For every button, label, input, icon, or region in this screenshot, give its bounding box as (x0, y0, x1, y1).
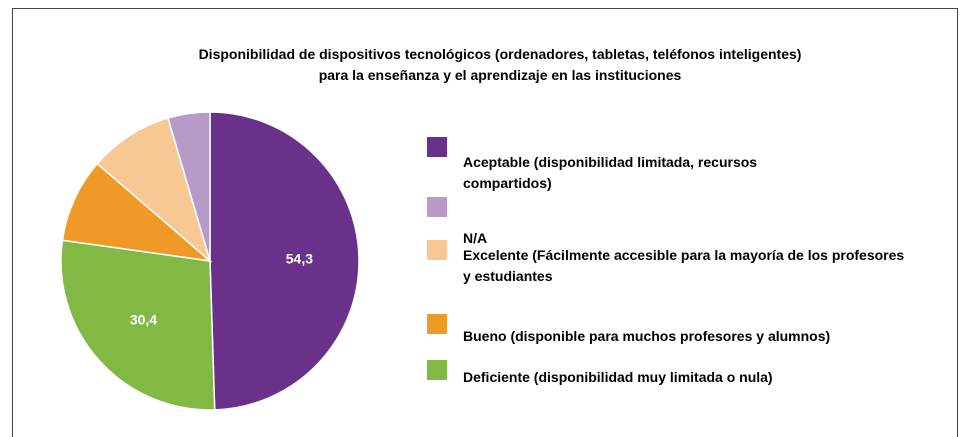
legend-label: N/A (463, 230, 488, 246)
data-label: 30,4 (130, 311, 157, 327)
pie-slice (60, 239, 216, 411)
chart-title: Disponibilidad de dispositivos tecnológi… (198, 46, 802, 83)
legend-label: Deficiente (disponibilidad muy limitada … (463, 369, 773, 385)
legend-label: Excelente (Fácilmente accesible para la … (463, 247, 905, 284)
pie-slice (61, 162, 213, 263)
legend-swatch (427, 240, 447, 260)
pie-slice (96, 117, 212, 264)
legend-swatch (427, 137, 447, 157)
legend-swatch (427, 314, 447, 334)
legend-label: Aceptable (disponibilidad limitada, recu… (463, 154, 758, 191)
legend-label: Bueno (disponible para muchos profesores… (463, 328, 831, 344)
chart-frame (12, 8, 958, 437)
legend-swatch (427, 360, 447, 380)
legend-swatch (427, 197, 447, 217)
pie-slice (209, 111, 360, 411)
data-label: 54,3 (286, 250, 313, 266)
